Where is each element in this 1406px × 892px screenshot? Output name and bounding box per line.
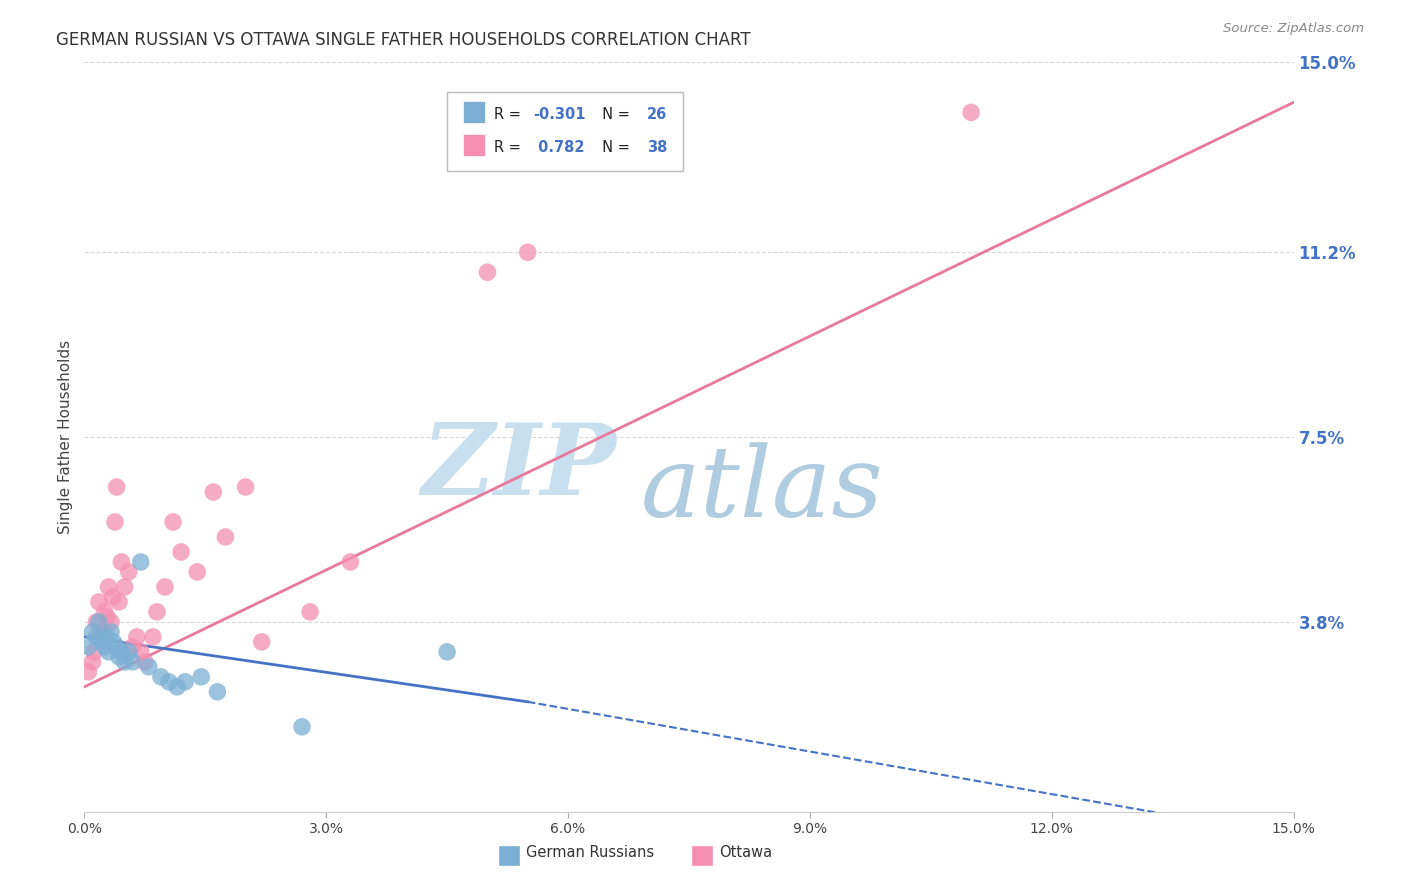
Point [170,545,193,559]
Text: N =: N = [593,140,636,154]
Text: atlas: atlas [641,442,883,537]
Point [291,720,314,734]
Point [186,565,208,579]
Point [86,615,108,629]
Point [125,630,148,644]
Point [97,645,120,659]
Point [101,590,124,604]
Text: Ottawa: Ottawa [720,846,772,861]
Point [96,630,118,644]
Point [83,645,105,659]
FancyBboxPatch shape [463,134,485,156]
Point [87,615,110,629]
Point [207,685,229,699]
Text: GERMAN RUSSIAN VS OTTAWA SINGLE FATHER HOUSEHOLDS CORRELATION CHART: GERMAN RUSSIAN VS OTTAWA SINGLE FATHER H… [56,31,751,49]
Point [235,480,257,494]
Text: R =: R = [495,140,526,154]
Point [118,645,141,659]
Point [129,555,152,569]
Point [477,265,499,279]
Point [250,635,273,649]
FancyBboxPatch shape [498,846,520,866]
Point [299,605,322,619]
Point [82,655,104,669]
Text: German Russians: German Russians [526,846,654,861]
Point [77,640,100,654]
Point [97,580,120,594]
Point [162,515,184,529]
Point [960,105,983,120]
Point [153,580,176,594]
Point [114,580,136,594]
Point [114,655,136,669]
Point [516,245,538,260]
Point [93,640,115,654]
Point [82,624,104,639]
Point [91,624,114,639]
FancyBboxPatch shape [463,101,485,123]
Text: 38: 38 [647,140,666,154]
Point [121,640,143,654]
Point [142,630,165,644]
Text: 0.782: 0.782 [533,140,585,154]
Y-axis label: Single Father Households: Single Father Households [58,340,73,534]
Text: ZIP: ZIP [422,419,616,516]
Text: N =: N = [593,107,636,121]
Text: -0.301: -0.301 [533,107,585,121]
Point [93,605,115,619]
Point [121,655,143,669]
Point [190,670,212,684]
Point [110,555,132,569]
Point [110,645,132,659]
Point [100,615,122,629]
Text: Source: ZipAtlas.com: Source: ZipAtlas.com [1223,22,1364,36]
Point [174,674,197,689]
Point [202,485,225,500]
Point [87,595,110,609]
Point [146,605,169,619]
Point [118,565,141,579]
Text: 26: 26 [647,107,666,121]
FancyBboxPatch shape [692,846,713,866]
Point [339,555,361,569]
Point [214,530,236,544]
Point [129,645,152,659]
Point [91,635,114,649]
Point [96,610,118,624]
Point [138,660,160,674]
Point [149,670,172,684]
FancyBboxPatch shape [447,93,683,171]
Point [100,624,122,639]
Text: R =: R = [495,107,526,121]
Point [108,649,131,664]
Point [104,515,127,529]
Point [166,680,188,694]
Point [105,640,128,654]
Point [105,480,128,494]
Point [598,115,620,129]
Point [436,645,458,659]
Point [103,635,125,649]
Point [86,630,108,644]
Point [157,674,180,689]
Point [108,595,131,609]
Point [134,655,156,669]
Point [77,665,100,679]
Point [89,630,111,644]
